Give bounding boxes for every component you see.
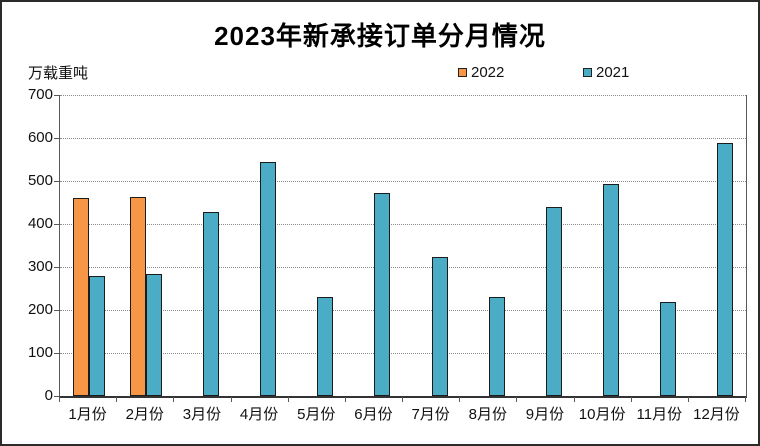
bar-2021-11月份 bbox=[660, 301, 677, 396]
bar-group-7月份 bbox=[403, 256, 460, 396]
bar-group-1月份 bbox=[60, 198, 117, 396]
x-tick-mark-7 bbox=[459, 397, 461, 402]
bar-2021-8月份 bbox=[488, 296, 505, 396]
chart-title: 2023年新承接订单分月情况 bbox=[214, 21, 546, 51]
bar-group-2月份 bbox=[117, 197, 174, 396]
x-tick-label-12: 12月份 bbox=[693, 406, 740, 423]
y-tick-mark-600 bbox=[54, 138, 59, 139]
x-tick-label-11: 11月份 bbox=[636, 406, 683, 423]
legend-swatch-2022 bbox=[458, 68, 467, 77]
x-axis-labels: 1月份 2月份 3月份 4月份 5月份 6月份 7月份 8月份 9月份 10月份 11月份 12月份 bbox=[59, 403, 745, 424]
y-tick-label-0: 0 bbox=[44, 387, 53, 404]
bar-group-9月份 bbox=[517, 206, 574, 396]
x-tick-mark-1 bbox=[116, 397, 118, 402]
y-tick-mark-300 bbox=[54, 267, 59, 268]
x-tick-mark-2 bbox=[173, 397, 175, 402]
y-tick-mark-100 bbox=[54, 353, 59, 354]
x-tick-mark-5 bbox=[344, 397, 346, 402]
x-tick-label-9: 9月份 bbox=[525, 406, 565, 423]
legend-item-2022: 2022 bbox=[458, 64, 504, 81]
bar-2021-1月份 bbox=[88, 275, 105, 396]
bar-2021-10月份 bbox=[603, 184, 620, 396]
bar-group-12月份 bbox=[689, 143, 746, 396]
y-tick-label-100: 100 bbox=[27, 344, 53, 361]
y-tick-label-600: 600 bbox=[27, 129, 53, 146]
x-tick-label-1: 1月份 bbox=[68, 406, 107, 423]
legend-swatch-2021 bbox=[583, 68, 592, 77]
x-tick-mark-12 bbox=[745, 397, 746, 402]
y-tick-mark-200 bbox=[54, 310, 59, 311]
bar-2021-2月份 bbox=[145, 274, 162, 396]
y-tick-mark-500 bbox=[54, 181, 59, 182]
y-tick-label-700: 700 bbox=[27, 86, 53, 103]
x-tick-mark-10 bbox=[630, 397, 632, 402]
bar-group-4月份 bbox=[232, 161, 289, 396]
gridline-600 bbox=[60, 138, 746, 139]
x-tick-label-10: 10月份 bbox=[578, 406, 626, 423]
bar-2022-2月份 bbox=[129, 197, 146, 396]
gridline-400 bbox=[60, 224, 746, 225]
x-tick-mark-4 bbox=[287, 397, 289, 402]
gridline-700 bbox=[60, 95, 746, 96]
bar-2021-6月份 bbox=[374, 192, 391, 396]
x-tick-mark-11 bbox=[687, 397, 689, 402]
x-tick-label-6: 6月份 bbox=[354, 406, 393, 423]
bar-group-3月份 bbox=[174, 212, 231, 396]
gridline-200 bbox=[60, 310, 746, 311]
y-tick-mark-0 bbox=[54, 396, 59, 397]
bar-group-5月份 bbox=[289, 297, 346, 396]
bar-2021-7月份 bbox=[431, 256, 448, 396]
legend-label-2021: 2021 bbox=[596, 64, 630, 81]
legend-label-2022: 2022 bbox=[471, 64, 505, 81]
y-tick-label-400: 400 bbox=[27, 215, 53, 232]
bar-group-11月份 bbox=[632, 301, 689, 396]
bar-group-10月份 bbox=[575, 184, 632, 396]
gridline-100 bbox=[60, 353, 746, 354]
bar-group-8月份 bbox=[460, 296, 517, 396]
x-tick-mark-3 bbox=[230, 397, 232, 402]
x-tick-label-2: 2月份 bbox=[125, 406, 164, 423]
gridline-300 bbox=[60, 267, 746, 268]
bar-2021-3月份 bbox=[202, 212, 219, 396]
legend-item-2021: 2021 bbox=[583, 64, 629, 81]
bar-group-6月份 bbox=[346, 192, 403, 396]
y-axis-unit-label: 万载重吨 bbox=[28, 65, 89, 82]
x-tick-label-4: 4月份 bbox=[239, 406, 279, 423]
x-tick-label-7: 7月份 bbox=[411, 406, 450, 423]
bar-2022-1月份 bbox=[72, 198, 89, 396]
y-tick-label-200: 200 bbox=[27, 301, 53, 318]
x-tick-label-3: 3月份 bbox=[182, 406, 222, 423]
gridline-500 bbox=[60, 181, 746, 182]
x-tick-mark-9 bbox=[573, 397, 575, 402]
y-tick-label-500: 500 bbox=[27, 172, 53, 189]
bar-2021-4月份 bbox=[260, 161, 277, 396]
x-tick-mark-8 bbox=[516, 397, 518, 402]
legend: 2022 2021 bbox=[2, 64, 758, 82]
x-tick-label-5: 5月份 bbox=[297, 406, 336, 423]
bar-2021-12月份 bbox=[717, 143, 734, 396]
y-tick-mark-400 bbox=[54, 224, 59, 225]
y-tick-mark-700 bbox=[54, 95, 59, 96]
y-tick-label-300: 300 bbox=[27, 258, 53, 275]
bar-2021-9月份 bbox=[545, 206, 562, 396]
x-tick-mark-6 bbox=[402, 397, 403, 402]
x-tick-mark-0 bbox=[59, 397, 60, 402]
x-tick-label-8: 8月份 bbox=[468, 406, 507, 423]
bar-2021-5月份 bbox=[317, 297, 334, 396]
plot-area bbox=[59, 95, 747, 398]
